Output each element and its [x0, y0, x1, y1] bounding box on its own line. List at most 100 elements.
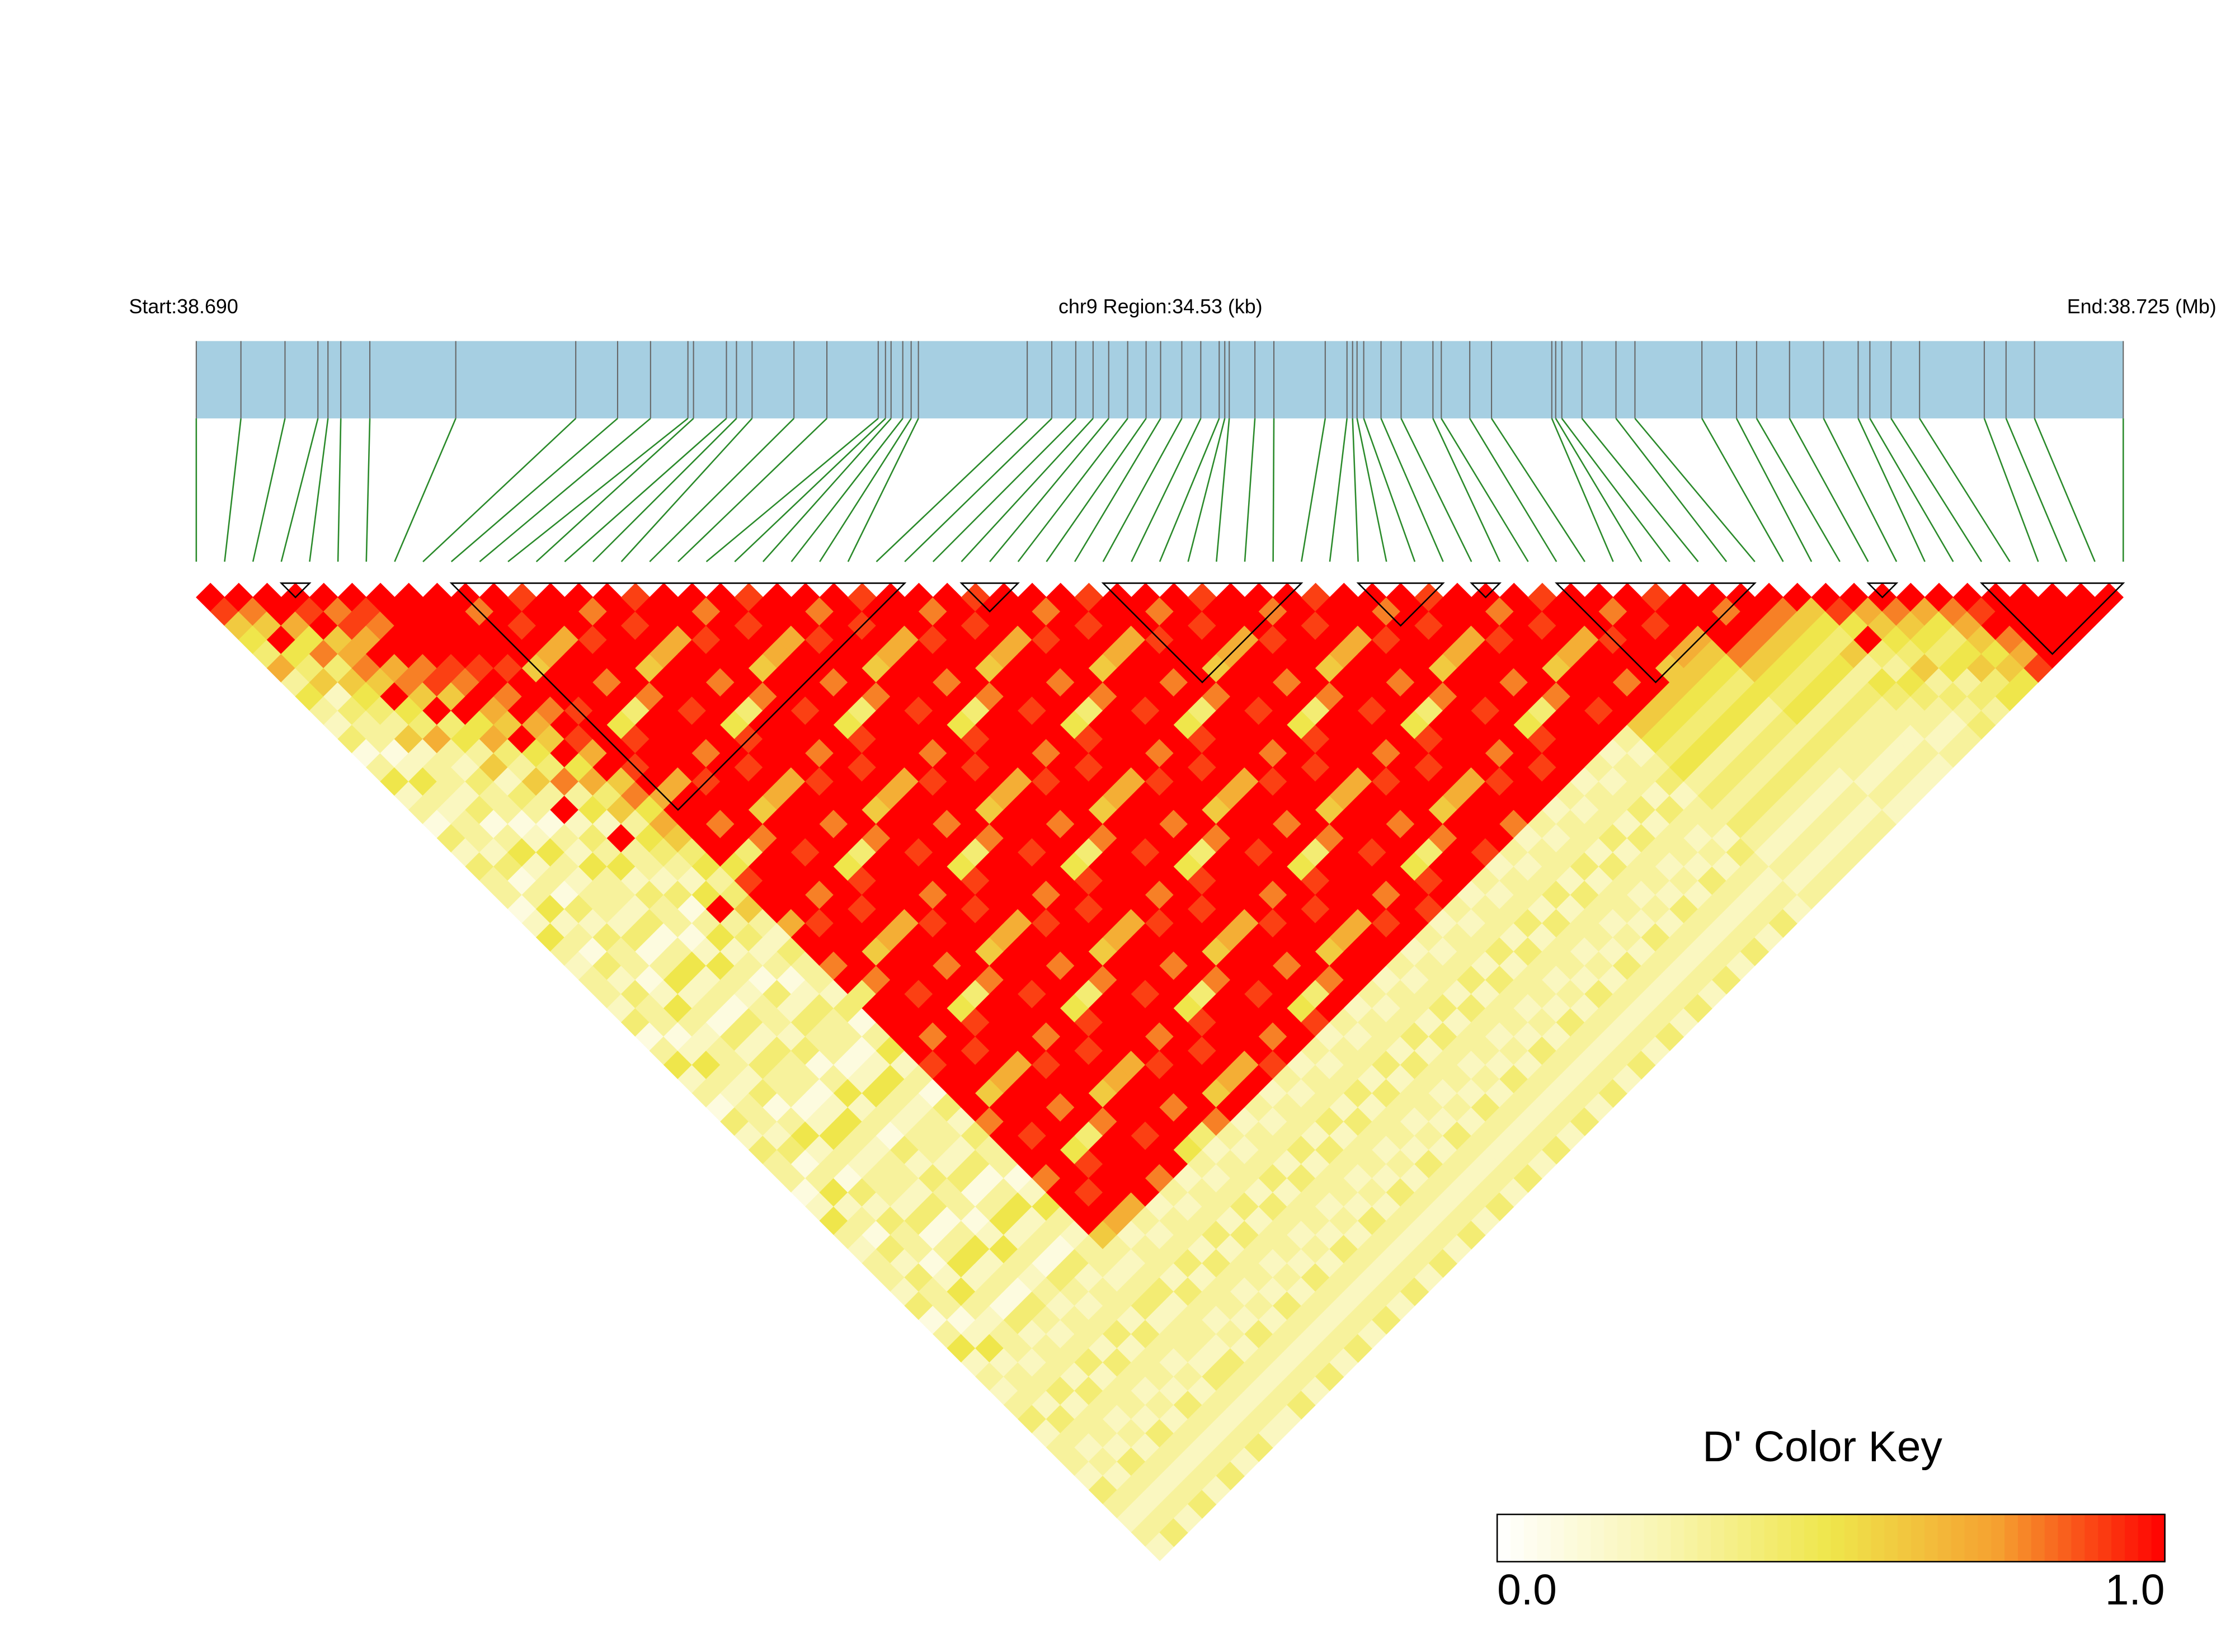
snp-link	[1561, 418, 1671, 562]
snp-link	[1581, 418, 1699, 562]
colorbar-step	[2017, 1514, 2032, 1562]
colorbar-step	[1604, 1514, 1618, 1562]
snp-link	[1789, 418, 1869, 562]
colorbar-step	[1644, 1514, 1658, 1562]
colorbar-step	[2005, 1514, 2019, 1562]
snp-link	[450, 417, 618, 562]
colorbar-step	[1657, 1514, 1672, 1562]
colorbar-step	[1871, 1514, 1885, 1562]
snp-link	[1244, 418, 1256, 562]
snp-link	[1159, 418, 1220, 562]
snp-link	[1634, 418, 1756, 562]
colorbar-step	[1751, 1514, 1765, 1562]
snp-link	[1823, 418, 1898, 562]
snp-link	[1441, 418, 1529, 562]
snp-link	[1380, 418, 1444, 562]
ld-block	[959, 582, 1020, 613]
snp-link	[394, 418, 457, 562]
ld-block	[1470, 582, 1502, 599]
snp-link	[2034, 418, 2096, 562]
snp-link	[1869, 418, 1954, 562]
colorbar-step	[1817, 1514, 1832, 1562]
colorbar-step	[1924, 1514, 1939, 1562]
snp-link	[620, 418, 753, 562]
colorbar-step	[2151, 1514, 2166, 1562]
snp-link	[1857, 418, 1926, 562]
ld-block	[449, 582, 907, 811]
snp-link	[507, 417, 689, 563]
colorbar-step	[1711, 1514, 1725, 1562]
colorbar-frame	[1496, 1513, 2166, 1562]
colorbar-step	[1550, 1514, 1565, 1562]
colorbar-step	[1564, 1514, 1578, 1562]
snp-link	[1102, 418, 1183, 562]
ld-block	[1866, 582, 1899, 599]
colorbar-step	[1577, 1514, 1592, 1562]
snp-link	[819, 418, 912, 562]
colorbar-tick-label: 0.0	[1497, 1566, 1557, 1614]
end-label: End:38.725 (Mb)	[2067, 295, 2217, 318]
colorbar-step	[1511, 1514, 1525, 1562]
snp-link	[224, 418, 242, 562]
ld-block	[1356, 582, 1445, 627]
colorbar-title: D' Color Key	[1702, 1423, 1942, 1471]
colorbar-step	[2085, 1514, 2099, 1562]
snp-link	[649, 418, 795, 562]
ld-block	[1555, 582, 1757, 684]
colorbar-step	[2031, 1514, 2045, 1562]
colorbar-step	[1911, 1514, 1926, 1562]
snp-link	[1756, 418, 1841, 562]
colorbar-step	[1884, 1514, 1899, 1562]
snp-link	[1074, 418, 1161, 562]
snp-link	[1890, 418, 1983, 562]
snp-link	[1400, 418, 1472, 562]
snp-link	[1735, 418, 1813, 562]
snp-link	[1555, 418, 1643, 562]
snp-link	[961, 418, 1094, 562]
colorbar-step	[1630, 1514, 1645, 1562]
ld-block	[1979, 582, 2125, 655]
snp-link	[1046, 418, 1147, 562]
ld-block	[1101, 582, 1304, 684]
colorbar-step	[1591, 1514, 1605, 1562]
snp-link	[280, 418, 319, 562]
colorbar-step	[1671, 1514, 1685, 1562]
ld-block	[279, 582, 312, 599]
snp-link	[1432, 418, 1501, 562]
snp-link	[1551, 418, 1614, 562]
snp-link	[1131, 418, 1202, 562]
colorbar-step	[1951, 1514, 1965, 1562]
snp-link	[1983, 418, 2039, 562]
colorbar-step	[2098, 1514, 2112, 1562]
snp-link	[762, 418, 892, 562]
snp-link	[365, 418, 371, 562]
colorbar-step	[1764, 1514, 1778, 1562]
colorbar-step	[1804, 1514, 1819, 1562]
colorbar-step	[2111, 1514, 2126, 1562]
colorbar-step	[2124, 1514, 2139, 1562]
chart-title: chr9 Region:34.53 (kb)	[1058, 295, 1263, 318]
colorbar-step	[1991, 1514, 2006, 1562]
colorbar-step	[2044, 1514, 2059, 1562]
snp-link	[1301, 418, 1326, 562]
snp-link	[1272, 418, 1275, 562]
snp-link	[1352, 418, 1359, 562]
snp-link	[1469, 418, 1558, 562]
colorbar-step	[1898, 1514, 1912, 1562]
colorbar-step	[1937, 1514, 1952, 1562]
snp-link	[1329, 418, 1348, 562]
snp-link	[1187, 418, 1226, 562]
snp-link	[1615, 418, 1728, 562]
snp-link	[479, 417, 651, 562]
colorbar-step	[2138, 1514, 2152, 1562]
snp-link	[564, 417, 727, 562]
snp-link	[1356, 418, 1387, 562]
snp-link	[535, 417, 694, 562]
colorbar-step	[1777, 1514, 1792, 1562]
snp-link	[1363, 418, 1416, 562]
snp-link	[876, 417, 1028, 562]
snp-link	[1701, 418, 1784, 562]
snp-link	[1919, 418, 2011, 562]
snp-link	[847, 418, 919, 562]
